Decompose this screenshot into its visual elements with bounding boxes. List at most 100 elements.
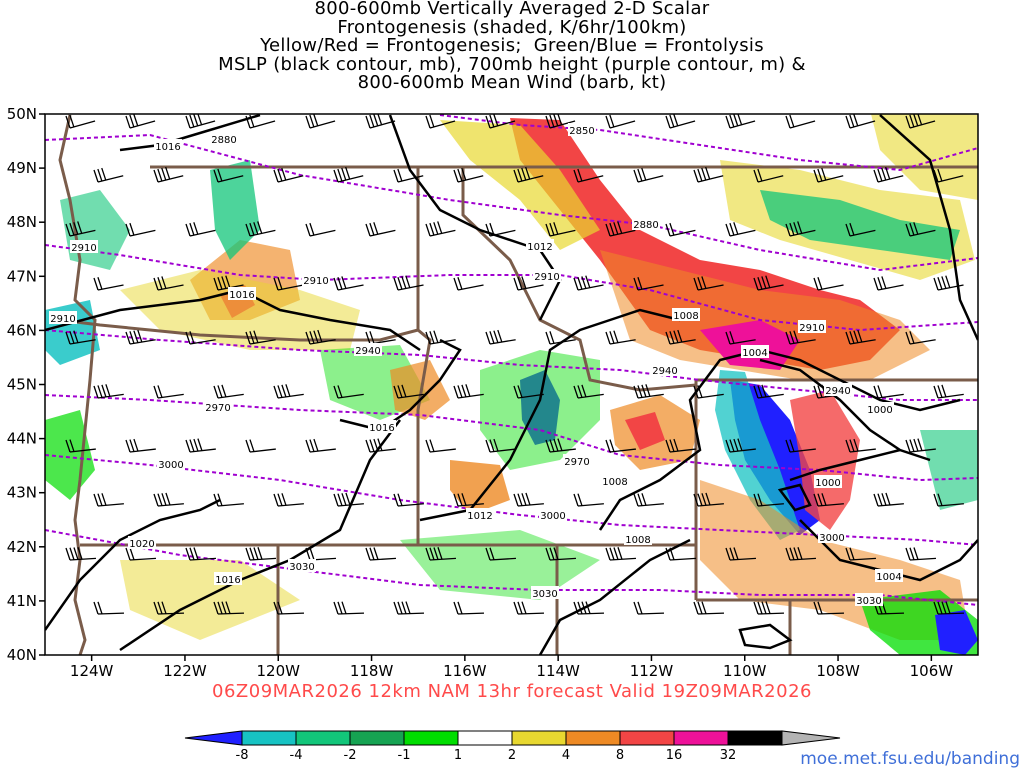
wind-barb [185,547,216,561]
wind-barb [873,166,904,183]
wind-barb [933,384,964,399]
wind-barb [785,330,816,345]
mslp-label: 1012 [526,239,554,253]
mslp-1004 [759,358,931,462]
wind-barb [365,114,396,129]
hgt-3000 [45,454,978,546]
wind-barb [545,222,576,237]
wind-barb [513,385,544,399]
wind-barb [305,114,336,129]
svg-text:2850: 2850 [569,126,594,137]
mslp-label: 1000 [814,475,842,489]
lat-tick-label: 49N [7,159,37,177]
wind-barb [905,331,936,345]
wind-barb [633,277,664,291]
svg-text:2880: 2880 [211,135,236,146]
lon-tick-label: 122W [163,662,207,680]
wind-barb [93,601,125,615]
wind-barb [453,493,484,507]
wind-barb [93,384,124,399]
wind-barb [65,114,96,129]
svg-text:2940: 2940 [355,346,380,357]
svg-text:1020: 1020 [129,539,154,550]
wind-barb [273,167,304,183]
mslp-1000 [789,448,901,482]
height-label: 2910 [49,311,77,325]
wind-barb [785,547,816,561]
svg-text:2880: 2880 [633,220,658,231]
wind-barb [333,601,365,615]
height-label: 2940 [651,363,679,377]
mslp-1016-w [45,288,421,352]
wind-barb [905,114,936,129]
lat-tick-label: 47N [7,267,37,285]
height-label: 3030 [855,593,883,607]
border-or-wa [59,318,419,342]
height-label: 3000 [818,530,846,544]
wind-barb [873,385,904,399]
shade-green-w2 [45,410,95,500]
source-credit[interactable]: moe.met.fsu.edu/banding [800,749,1020,769]
mslp-low-loop1 [738,623,793,650]
colorbar-swatch [565,730,621,746]
wind-barb [633,167,664,183]
wind-barb [273,601,305,615]
wind-barb [125,114,156,129]
wind-barb [65,547,96,561]
wind-barb [365,547,396,561]
title-line-5: 800-600mb Mean Wind (barb, kt) [357,72,667,93]
wind-barb [665,222,696,237]
wind-barb [213,601,245,615]
lat-tick-label: 43N [7,484,37,502]
wind-barb [845,329,876,345]
wind-barb [125,329,156,345]
wind-barb [245,547,276,561]
shade-green-s [400,530,600,600]
wind-barb [785,439,816,453]
mslp-label: 1016 [228,287,256,301]
lat-tick-label: 46N [7,321,37,339]
svg-text:3030: 3030 [289,562,314,573]
wind-barb [245,439,276,453]
colorbar-level-label: 2 [508,748,516,763]
wind-barb [273,384,304,399]
wind-barb [693,276,724,291]
wind-barb [545,114,576,129]
svg-text:2910: 2910 [303,276,328,287]
wind-barb [333,276,364,291]
contour-labels: 1016 1016 1012 1016 1008 1004 1000 1000 1008 1008… [49,123,903,607]
border-id-mt [461,167,697,392]
wind-barb [93,277,124,291]
height-label: 2970 [204,400,232,414]
wind-barb [605,114,636,129]
shade-blue-central [520,370,560,445]
wind-barb [425,330,456,345]
wind-barb [933,275,964,291]
mslp-label: 1008 [624,532,652,546]
wind-barb [813,167,844,183]
colorbar-level-label: 4 [562,748,570,763]
wind-barb [305,222,336,237]
wind-barb [605,547,636,561]
hgt-2880 [45,133,978,272]
lon-tick-label: 106W [910,662,954,680]
wind-barb [425,221,456,237]
svg-text:1008: 1008 [673,311,698,322]
lon-tick-label: 114W [536,662,580,680]
wind-barb [513,166,544,183]
wind-barb [153,166,184,183]
svg-text:1012: 1012 [467,511,492,522]
title-line-1: 800-600mb Vertically Averaged 2-D Scalar [314,0,710,19]
height-label: 2910 [533,269,561,283]
wind-barb [725,438,756,453]
title-line-2: Frontogenesis (shaded, K/6hr/100km) [337,16,687,38]
wind-barb [845,547,876,561]
wind-barb [605,439,636,453]
wind-barb [213,168,244,183]
wind-barb [333,166,364,183]
mslp-1008 [598,348,961,531]
wind-barbs [65,114,965,615]
wind-barb [845,114,876,129]
wind-barb [693,385,724,399]
shade-green-e [920,430,978,510]
